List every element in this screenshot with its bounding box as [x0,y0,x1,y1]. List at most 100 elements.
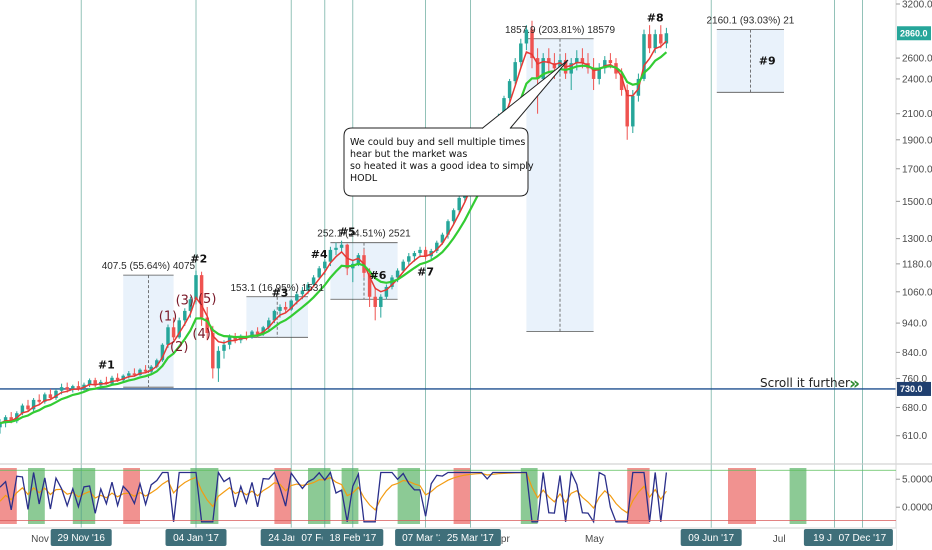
date-tag-label: 25 Mar '17 [447,533,494,544]
measurement-label: 2160.1 (93.03%) 21 [706,16,794,27]
candle-body [127,373,131,376]
candle-body [20,405,25,414]
scroll-hint[interactable]: Scroll it further » [760,374,860,394]
date-tag-label: 18 Feb '17 [329,533,376,544]
candle-body [642,34,646,79]
candle-body [659,34,663,44]
candle-body [267,320,271,328]
candle-body [407,256,411,262]
candle-body [138,369,142,376]
trade-marker: #9 [759,54,776,67]
candle-body [205,317,209,333]
callout-line-1: We could buy and sell multiple times [350,137,525,148]
candle-body [199,275,204,318]
candle-body [547,58,551,64]
time-tick-label: Apr [494,534,510,545]
trade-marker: #6 [370,269,387,282]
elliott-wave-label: (5) [198,292,216,307]
candle-body [283,306,288,310]
candle-body [339,244,344,248]
date-tag-label: 24 Jan '17 [268,533,314,544]
candle-body [183,310,187,321]
candle-body [631,95,635,127]
candle-body [367,272,372,297]
candle-body [502,98,506,117]
candle-body [317,268,321,278]
candle-body [166,327,170,345]
candle-body [345,244,349,269]
candle-body [519,43,523,63]
annotations: #1 #2 #3 #4 #5 #6 #7 #8 #9 (1) (2) (3) (4) (5) 407.5 (… [98,12,795,372]
measurement-label: 1857.9 (203.81%) 18579 [505,25,616,36]
candle-body [132,373,137,376]
elliott-wave-label: (3) [176,293,194,308]
callout-bubble: We could buy and sell multiple times hea… [343,59,569,197]
trade-marker: #8 [647,12,664,25]
candle-body [71,386,75,390]
price-tags: 2860.0 730.0 [897,26,931,396]
candle-body [222,344,226,351]
measurement-label: 407.5 (55.64%) 4075 [102,261,196,272]
candle-body [373,296,377,307]
price-tick-label: 760.0 [902,374,927,385]
candle-body [278,306,282,311]
candle-body [177,320,181,338]
date-tag-bg [831,529,893,546]
price-tick-label: 610.0 [902,431,927,442]
price-tick-label: 1180.0 [902,259,932,270]
price-tick-label: 2100.0 [902,109,932,120]
candle-body [255,331,260,335]
candle-body [250,331,254,338]
candle-body [115,377,120,381]
candle-body [87,380,92,385]
measurement-label: 252.1 (24.51%) 2521 [317,229,411,240]
candle-body [300,290,305,295]
oscillator-signal-line [0,472,667,514]
callout-line-3: so heated it was a good idea to simply [350,161,534,172]
candle-body [591,68,596,79]
candle-body [423,249,428,257]
scroll-hint-text: Scroll it further [760,376,850,390]
candle-body [54,390,58,399]
candle-body [160,344,165,361]
date-tag-bg [439,529,501,546]
sell-zone [728,468,756,524]
candle-body [261,327,265,335]
buy-zone [72,468,96,524]
date-tag-label: 04 Jan '17 [173,533,219,544]
price-tick-label: 940.0 [902,319,927,330]
candle-body [311,277,316,285]
candle-body [647,34,652,49]
time-tick-label: Jul [773,534,786,545]
date-tag-bg [680,529,742,546]
time-tick-label: May [585,534,604,545]
candle-body [575,58,579,64]
candle-body [507,81,512,99]
candle-body [552,63,557,69]
candle-body [356,255,361,264]
candle-body [76,386,81,389]
candle-body [435,242,439,251]
candle-body [121,375,125,381]
trade-marker: #3 [272,286,289,299]
candle-body [43,394,47,402]
sell-zone [453,468,471,524]
trade-marker: #2 [190,253,207,266]
price-tick-label: 1500.0 [902,197,932,208]
candle-body [334,247,338,250]
candle-body [272,310,277,321]
candle-body [418,249,422,254]
candle-body [211,332,215,369]
candle-body [26,405,30,410]
price-axis[interactable]: 3200.0 2600.0 2400.0 2100.0 1900.0 1700.0 1500… [896,0,932,442]
candle-body [289,300,293,310]
price-tick-label: 1900.0 [902,135,932,146]
candle-body [295,294,299,301]
price-tag-bg [897,381,931,396]
candle-body [401,261,405,271]
trade-marker: #5 [339,226,356,239]
double-chevron-right-icon[interactable]: » [849,374,860,394]
date-tag-label: 29 Nov '16 [57,533,105,544]
ema-fast-line [0,40,667,424]
